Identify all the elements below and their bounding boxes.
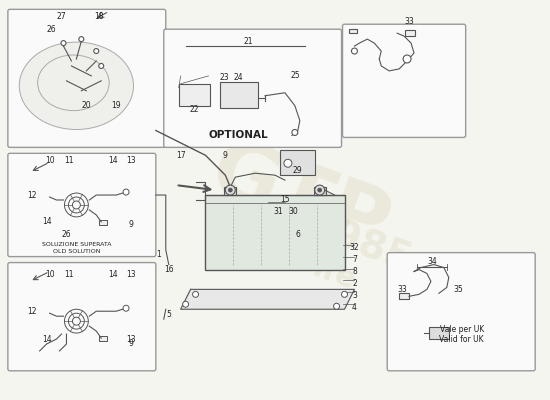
- Text: 1: 1: [156, 250, 161, 259]
- Text: 25: 25: [290, 71, 300, 80]
- Text: 33: 33: [397, 285, 407, 294]
- Circle shape: [292, 130, 298, 136]
- Text: 14: 14: [108, 270, 118, 279]
- Circle shape: [351, 48, 358, 54]
- Circle shape: [226, 185, 235, 195]
- Bar: [349, 29, 358, 33]
- Text: 11: 11: [65, 270, 74, 279]
- Text: 14: 14: [108, 156, 118, 165]
- Bar: [224, 187, 236, 195]
- Text: 2: 2: [352, 279, 357, 288]
- Text: 33: 33: [404, 17, 414, 26]
- Text: 9: 9: [129, 220, 134, 229]
- Text: SOLUZIONE SUPERATA: SOLUZIONE SUPERATA: [42, 242, 111, 247]
- Text: 14: 14: [42, 217, 51, 226]
- Circle shape: [192, 291, 199, 297]
- Circle shape: [61, 41, 66, 46]
- FancyBboxPatch shape: [164, 29, 342, 147]
- Text: 24: 24: [233, 73, 243, 82]
- Text: 14: 14: [42, 334, 51, 344]
- Text: 10: 10: [45, 156, 54, 165]
- Bar: [99, 220, 107, 225]
- FancyBboxPatch shape: [8, 153, 156, 257]
- Circle shape: [123, 305, 129, 311]
- Text: ife: ife: [309, 253, 360, 296]
- Text: 5: 5: [166, 310, 171, 319]
- Text: 18: 18: [95, 12, 104, 21]
- Ellipse shape: [19, 42, 134, 130]
- Text: 35: 35: [454, 285, 464, 294]
- Circle shape: [284, 159, 292, 167]
- Text: OLD SOLUTION: OLD SOLUTION: [53, 249, 100, 254]
- Text: 22: 22: [190, 105, 199, 114]
- Text: 3: 3: [352, 291, 357, 300]
- Text: 32: 32: [350, 243, 359, 252]
- Text: 23: 23: [219, 73, 229, 82]
- FancyBboxPatch shape: [8, 9, 166, 147]
- Text: 9: 9: [223, 151, 228, 160]
- Bar: [179, 84, 211, 106]
- FancyBboxPatch shape: [343, 24, 466, 138]
- Text: 17: 17: [176, 151, 185, 160]
- Text: 1985: 1985: [302, 208, 417, 281]
- Circle shape: [123, 189, 129, 195]
- Text: Vale per UK: Vale per UK: [439, 324, 484, 334]
- Bar: [429, 327, 449, 339]
- Circle shape: [403, 55, 411, 63]
- Circle shape: [318, 188, 322, 192]
- Text: 21: 21: [244, 37, 253, 46]
- Text: 19: 19: [111, 101, 121, 110]
- Bar: [405, 30, 415, 36]
- Bar: [206, 195, 344, 270]
- Bar: [314, 187, 326, 195]
- Text: 27: 27: [57, 12, 67, 21]
- Circle shape: [94, 48, 99, 54]
- Text: 15: 15: [280, 196, 290, 204]
- FancyBboxPatch shape: [387, 253, 535, 371]
- Circle shape: [334, 303, 339, 309]
- Text: 9: 9: [129, 340, 134, 348]
- Text: 10: 10: [45, 270, 54, 279]
- Circle shape: [342, 291, 348, 297]
- Text: OPTIONAL: OPTIONAL: [208, 130, 268, 140]
- Bar: [99, 336, 107, 341]
- Bar: [399, 293, 409, 299]
- Text: 13: 13: [126, 270, 136, 279]
- Text: Valid for UK: Valid for UK: [439, 334, 484, 344]
- Text: 34: 34: [427, 257, 437, 266]
- Text: 11: 11: [65, 156, 74, 165]
- FancyBboxPatch shape: [8, 262, 156, 371]
- Polygon shape: [180, 289, 354, 309]
- Text: 30: 30: [288, 208, 298, 216]
- Text: 12: 12: [27, 190, 36, 200]
- Text: 31: 31: [273, 208, 283, 216]
- Circle shape: [79, 37, 84, 42]
- Bar: [280, 150, 315, 175]
- Circle shape: [315, 185, 324, 195]
- Text: 7: 7: [352, 255, 357, 264]
- Text: 29: 29: [292, 166, 301, 175]
- Text: 20: 20: [81, 101, 91, 110]
- Text: 13: 13: [126, 156, 136, 165]
- Text: 16: 16: [164, 265, 174, 274]
- Circle shape: [183, 301, 189, 307]
- Circle shape: [99, 64, 104, 68]
- Text: 8: 8: [352, 267, 357, 276]
- Text: 26: 26: [62, 230, 72, 239]
- Text: 12: 12: [27, 307, 36, 316]
- Text: GTP: GTP: [199, 130, 400, 270]
- Bar: [221, 82, 258, 108]
- Text: 13: 13: [126, 334, 136, 344]
- Circle shape: [228, 188, 232, 192]
- Text: 6: 6: [295, 230, 300, 239]
- Text: 4: 4: [352, 303, 357, 312]
- Text: 26: 26: [47, 25, 57, 34]
